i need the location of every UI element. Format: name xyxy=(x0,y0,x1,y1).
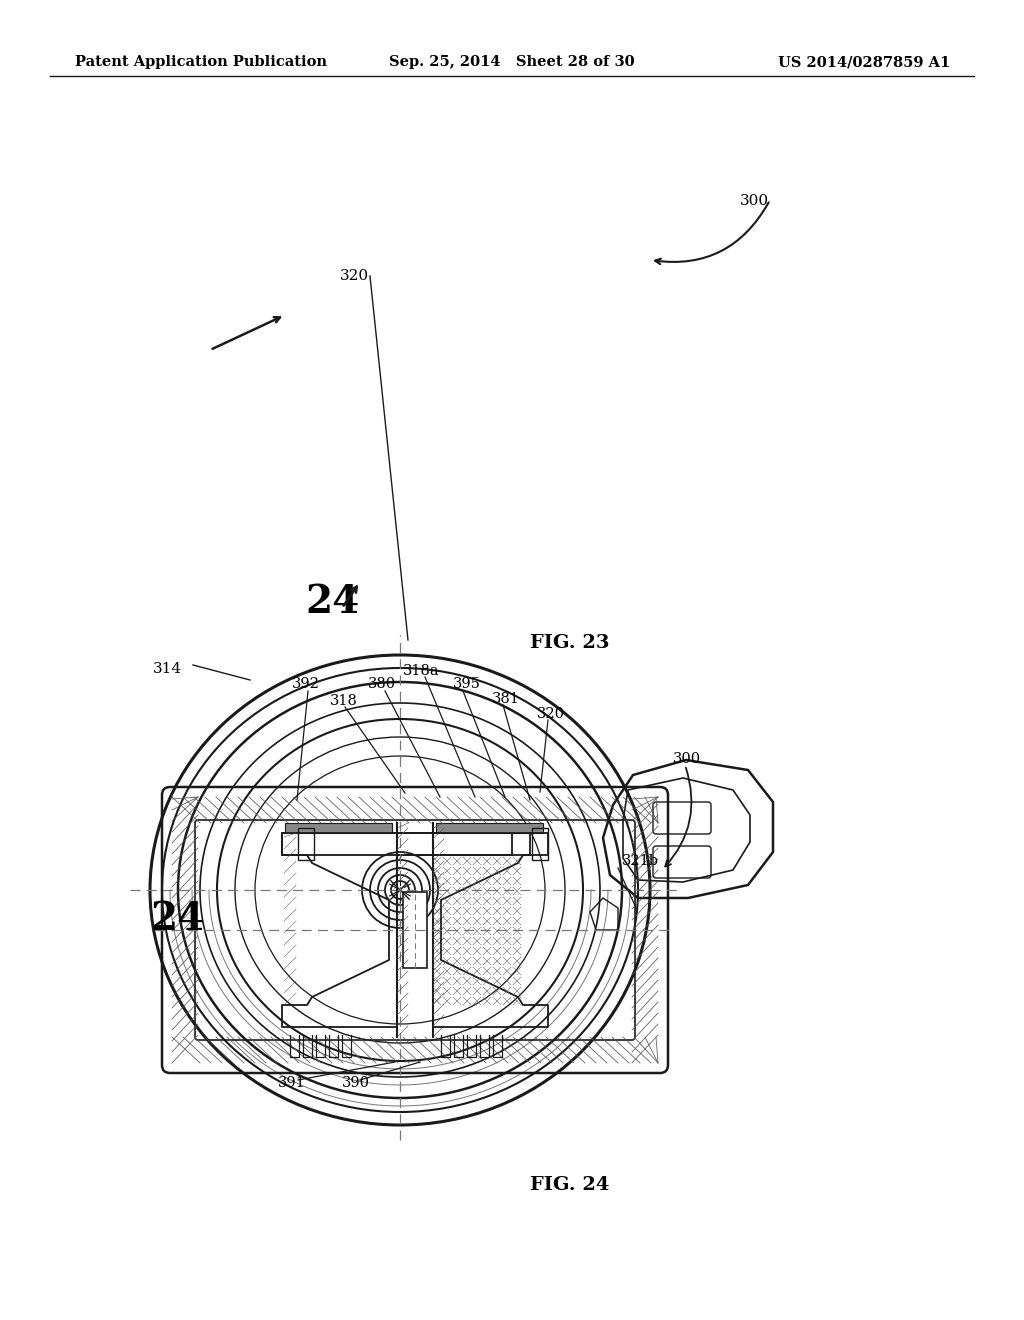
Text: 318a: 318a xyxy=(403,664,439,678)
Bar xyxy=(298,828,314,861)
Text: 380: 380 xyxy=(368,677,396,690)
Text: Sep. 25, 2014   Sheet 28 of 30: Sep. 25, 2014 Sheet 28 of 30 xyxy=(389,55,635,69)
Text: 300: 300 xyxy=(740,194,769,209)
Bar xyxy=(436,822,543,833)
Text: 381: 381 xyxy=(492,692,520,706)
Bar xyxy=(403,892,427,968)
Text: 320: 320 xyxy=(340,269,369,282)
Bar xyxy=(282,833,397,855)
Text: US 2014/0287859 A1: US 2014/0287859 A1 xyxy=(778,55,950,69)
Bar xyxy=(397,833,530,855)
Text: 395: 395 xyxy=(453,677,481,690)
Text: 390: 390 xyxy=(342,1076,370,1090)
Text: 391: 391 xyxy=(278,1076,306,1090)
Text: 392: 392 xyxy=(292,677,319,690)
Text: 320: 320 xyxy=(537,708,565,721)
Text: Patent Application Publication: Patent Application Publication xyxy=(75,55,327,69)
Text: 300: 300 xyxy=(673,752,701,766)
Text: 24: 24 xyxy=(150,900,204,939)
Text: 321b: 321b xyxy=(622,854,659,869)
Bar xyxy=(397,833,512,855)
Text: FIG. 23: FIG. 23 xyxy=(530,634,609,652)
Text: 314: 314 xyxy=(153,663,182,676)
Bar xyxy=(532,828,548,861)
Text: 318: 318 xyxy=(330,694,357,708)
Bar xyxy=(285,822,392,833)
Text: FIG. 24: FIG. 24 xyxy=(530,1176,609,1195)
Text: 24: 24 xyxy=(305,583,359,620)
